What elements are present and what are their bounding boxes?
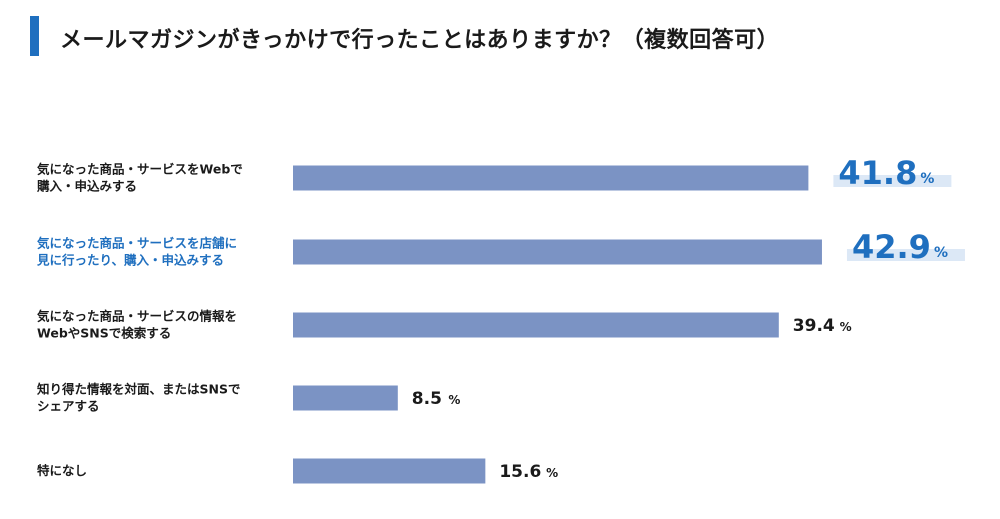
unit-label-1: % bbox=[920, 171, 934, 187]
value-label-4: 8.5 bbox=[412, 389, 442, 409]
category-label-2-line-1: 気になった商品・サービスを店舗に bbox=[37, 236, 237, 251]
unit-label-4: % bbox=[448, 393, 460, 407]
chart-title: メールマガジンがきっかけで行ったことはありますか？（複数回答可） bbox=[60, 28, 780, 53]
category-label-1-line-1: 気になった商品・サービスをWebで bbox=[37, 162, 243, 177]
title-accent-bar bbox=[30, 16, 39, 56]
bar-3 bbox=[293, 312, 779, 338]
value-highlight-band-2 bbox=[846, 249, 965, 261]
category-label-1-line-2: 購入・申込みする bbox=[36, 179, 137, 194]
value-label-3: 39.4 bbox=[793, 316, 835, 336]
bar-4 bbox=[293, 385, 398, 411]
category-label-2-line-2: 見に行ったり、購入・申込みする bbox=[36, 253, 224, 268]
value-label-2: 42.9 bbox=[852, 228, 931, 266]
category-label-4-line-2: シェアする bbox=[37, 399, 100, 414]
category-label-3-line-1: 気になった商品・サービスの情報を bbox=[37, 309, 237, 324]
bar-1 bbox=[293, 165, 809, 191]
unit-label-3: % bbox=[840, 320, 852, 334]
value-label-5: 15.6 bbox=[499, 462, 541, 482]
bar-2 bbox=[293, 239, 822, 265]
category-label-4-line-1: 知り得た情報を対面、またはSNSで bbox=[36, 382, 240, 397]
unit-label-5: % bbox=[546, 466, 558, 480]
bar-5 bbox=[293, 458, 486, 484]
category-label-5-line-1: 特になし bbox=[37, 463, 87, 478]
unit-label-2: % bbox=[934, 245, 948, 261]
value-highlight-band-1 bbox=[833, 175, 952, 187]
value-label-1: 41.8 bbox=[838, 154, 917, 192]
category-label-3-line-2: WebやSNSで検索する bbox=[37, 326, 171, 341]
